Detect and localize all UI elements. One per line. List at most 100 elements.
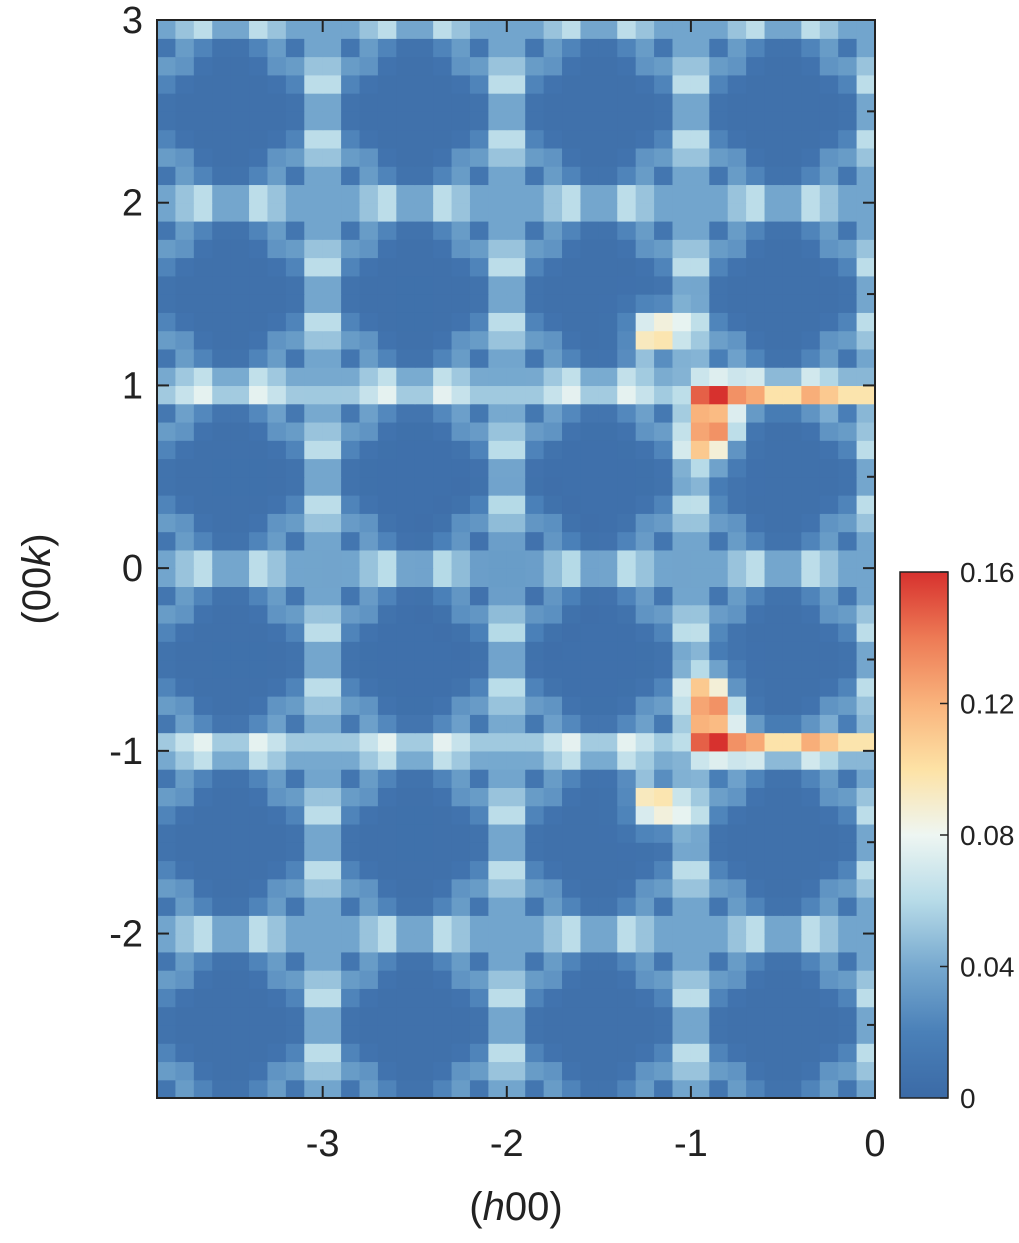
heatmap-cell xyxy=(433,677,453,697)
heatmap-cell xyxy=(451,1024,471,1044)
heatmap-cell xyxy=(764,750,784,770)
heatmap-cell xyxy=(690,239,710,259)
heatmap-cell xyxy=(285,714,305,734)
heatmap-cell xyxy=(230,1079,250,1099)
heatmap-cell xyxy=(488,38,508,58)
heatmap-cell xyxy=(377,1043,397,1063)
heatmap-cell xyxy=(193,202,213,222)
heatmap-cell xyxy=(157,275,177,295)
heatmap-cell xyxy=(690,147,710,167)
heatmap-cell xyxy=(746,622,766,642)
heatmap-cell xyxy=(322,677,342,697)
heatmap-cell xyxy=(562,330,582,350)
heatmap-cell xyxy=(525,988,545,1008)
heatmap-cell xyxy=(709,769,729,788)
heatmap-cell xyxy=(672,823,692,843)
heatmap-cell xyxy=(617,129,637,149)
heatmap-cell xyxy=(727,897,747,916)
colorbar-tick-label: 0.16 xyxy=(960,557,1015,588)
heatmap-cell xyxy=(635,330,655,350)
heatmap-cell xyxy=(285,129,305,149)
heatmap-cell xyxy=(543,568,563,588)
heatmap-cell xyxy=(727,951,747,971)
heatmap-cell xyxy=(396,823,416,843)
heatmap-cell xyxy=(396,531,416,551)
heatmap-cell xyxy=(635,513,655,533)
heatmap-cell xyxy=(488,988,508,1008)
heatmap-cell xyxy=(580,20,600,39)
heatmap-cell xyxy=(451,458,471,478)
heatmap-cell xyxy=(764,860,784,880)
heatmap-cell xyxy=(598,312,618,332)
heatmap-cell xyxy=(469,622,489,642)
heatmap-cell xyxy=(377,988,397,1008)
heatmap-cell xyxy=(359,93,379,112)
heatmap-cell xyxy=(598,696,618,715)
heatmap-cell xyxy=(709,202,729,222)
heatmap-cell xyxy=(856,641,876,661)
heatmap-cell xyxy=(451,385,471,405)
heatmap-cell xyxy=(782,787,802,807)
heatmap-cell xyxy=(377,440,397,460)
heatmap-cell xyxy=(801,531,821,551)
heatmap-cell xyxy=(838,348,858,368)
heatmap-cell xyxy=(525,403,545,423)
heatmap-cell xyxy=(709,951,729,971)
heatmap-cell xyxy=(746,74,766,94)
heatmap-cell xyxy=(322,586,342,606)
heatmap-cell xyxy=(469,129,489,149)
heatmap-cell xyxy=(249,842,269,862)
heatmap-cell xyxy=(359,988,379,1008)
heatmap-cell xyxy=(580,604,600,624)
heatmap-cell xyxy=(856,348,876,368)
heatmap-cell xyxy=(304,330,324,350)
heatmap-cell xyxy=(764,1006,784,1026)
heatmap-cell xyxy=(543,275,563,295)
heatmap-cell xyxy=(580,367,600,387)
heatmap-cell xyxy=(690,531,710,551)
heatmap-cell xyxy=(267,750,287,770)
heatmap-cell xyxy=(285,458,305,478)
heatmap-cell xyxy=(654,257,674,277)
heatmap-cell xyxy=(304,312,324,332)
heatmap-cell xyxy=(451,20,471,39)
heatmap-cell xyxy=(396,385,416,405)
heatmap-cell xyxy=(782,714,802,734)
heatmap-cell xyxy=(285,586,305,606)
heatmap-cell xyxy=(764,622,784,642)
heatmap-cell xyxy=(506,988,526,1008)
heatmap-cell xyxy=(212,1024,232,1044)
heatmap-cell xyxy=(746,1079,766,1099)
heatmap-cell xyxy=(249,1006,269,1026)
heatmap-cell xyxy=(801,823,821,843)
heatmap-cell xyxy=(672,842,692,862)
heatmap-cell xyxy=(506,586,526,606)
heatmap-cell xyxy=(377,549,397,569)
heatmap-cell xyxy=(451,93,471,112)
heatmap-cell xyxy=(562,842,582,862)
heatmap-cell xyxy=(267,714,287,734)
heatmap-cell xyxy=(469,659,489,679)
heatmap-cell xyxy=(690,458,710,478)
heatmap-cells xyxy=(157,20,876,1099)
heatmap-cell xyxy=(212,476,232,496)
heatmap-cell xyxy=(359,166,379,186)
heatmap-cell xyxy=(598,860,618,880)
heatmap-cell xyxy=(451,988,471,1008)
heatmap-cell xyxy=(341,367,361,387)
heatmap-cell xyxy=(469,385,489,405)
heatmap-cell xyxy=(377,257,397,277)
heatmap-cell xyxy=(746,641,766,661)
heatmap-cell xyxy=(654,20,674,39)
heatmap-cell xyxy=(414,714,434,734)
heatmap-cell xyxy=(488,750,508,770)
heatmap-cell xyxy=(488,239,508,259)
heatmap-cell xyxy=(764,202,784,222)
heatmap-cell xyxy=(341,239,361,259)
heatmap-cell xyxy=(727,74,747,94)
heatmap-cell xyxy=(175,549,195,569)
heatmap-cell xyxy=(249,312,269,332)
heatmap-cell xyxy=(782,38,802,58)
heatmap-cell xyxy=(193,513,213,533)
heatmap-cell xyxy=(157,330,177,350)
